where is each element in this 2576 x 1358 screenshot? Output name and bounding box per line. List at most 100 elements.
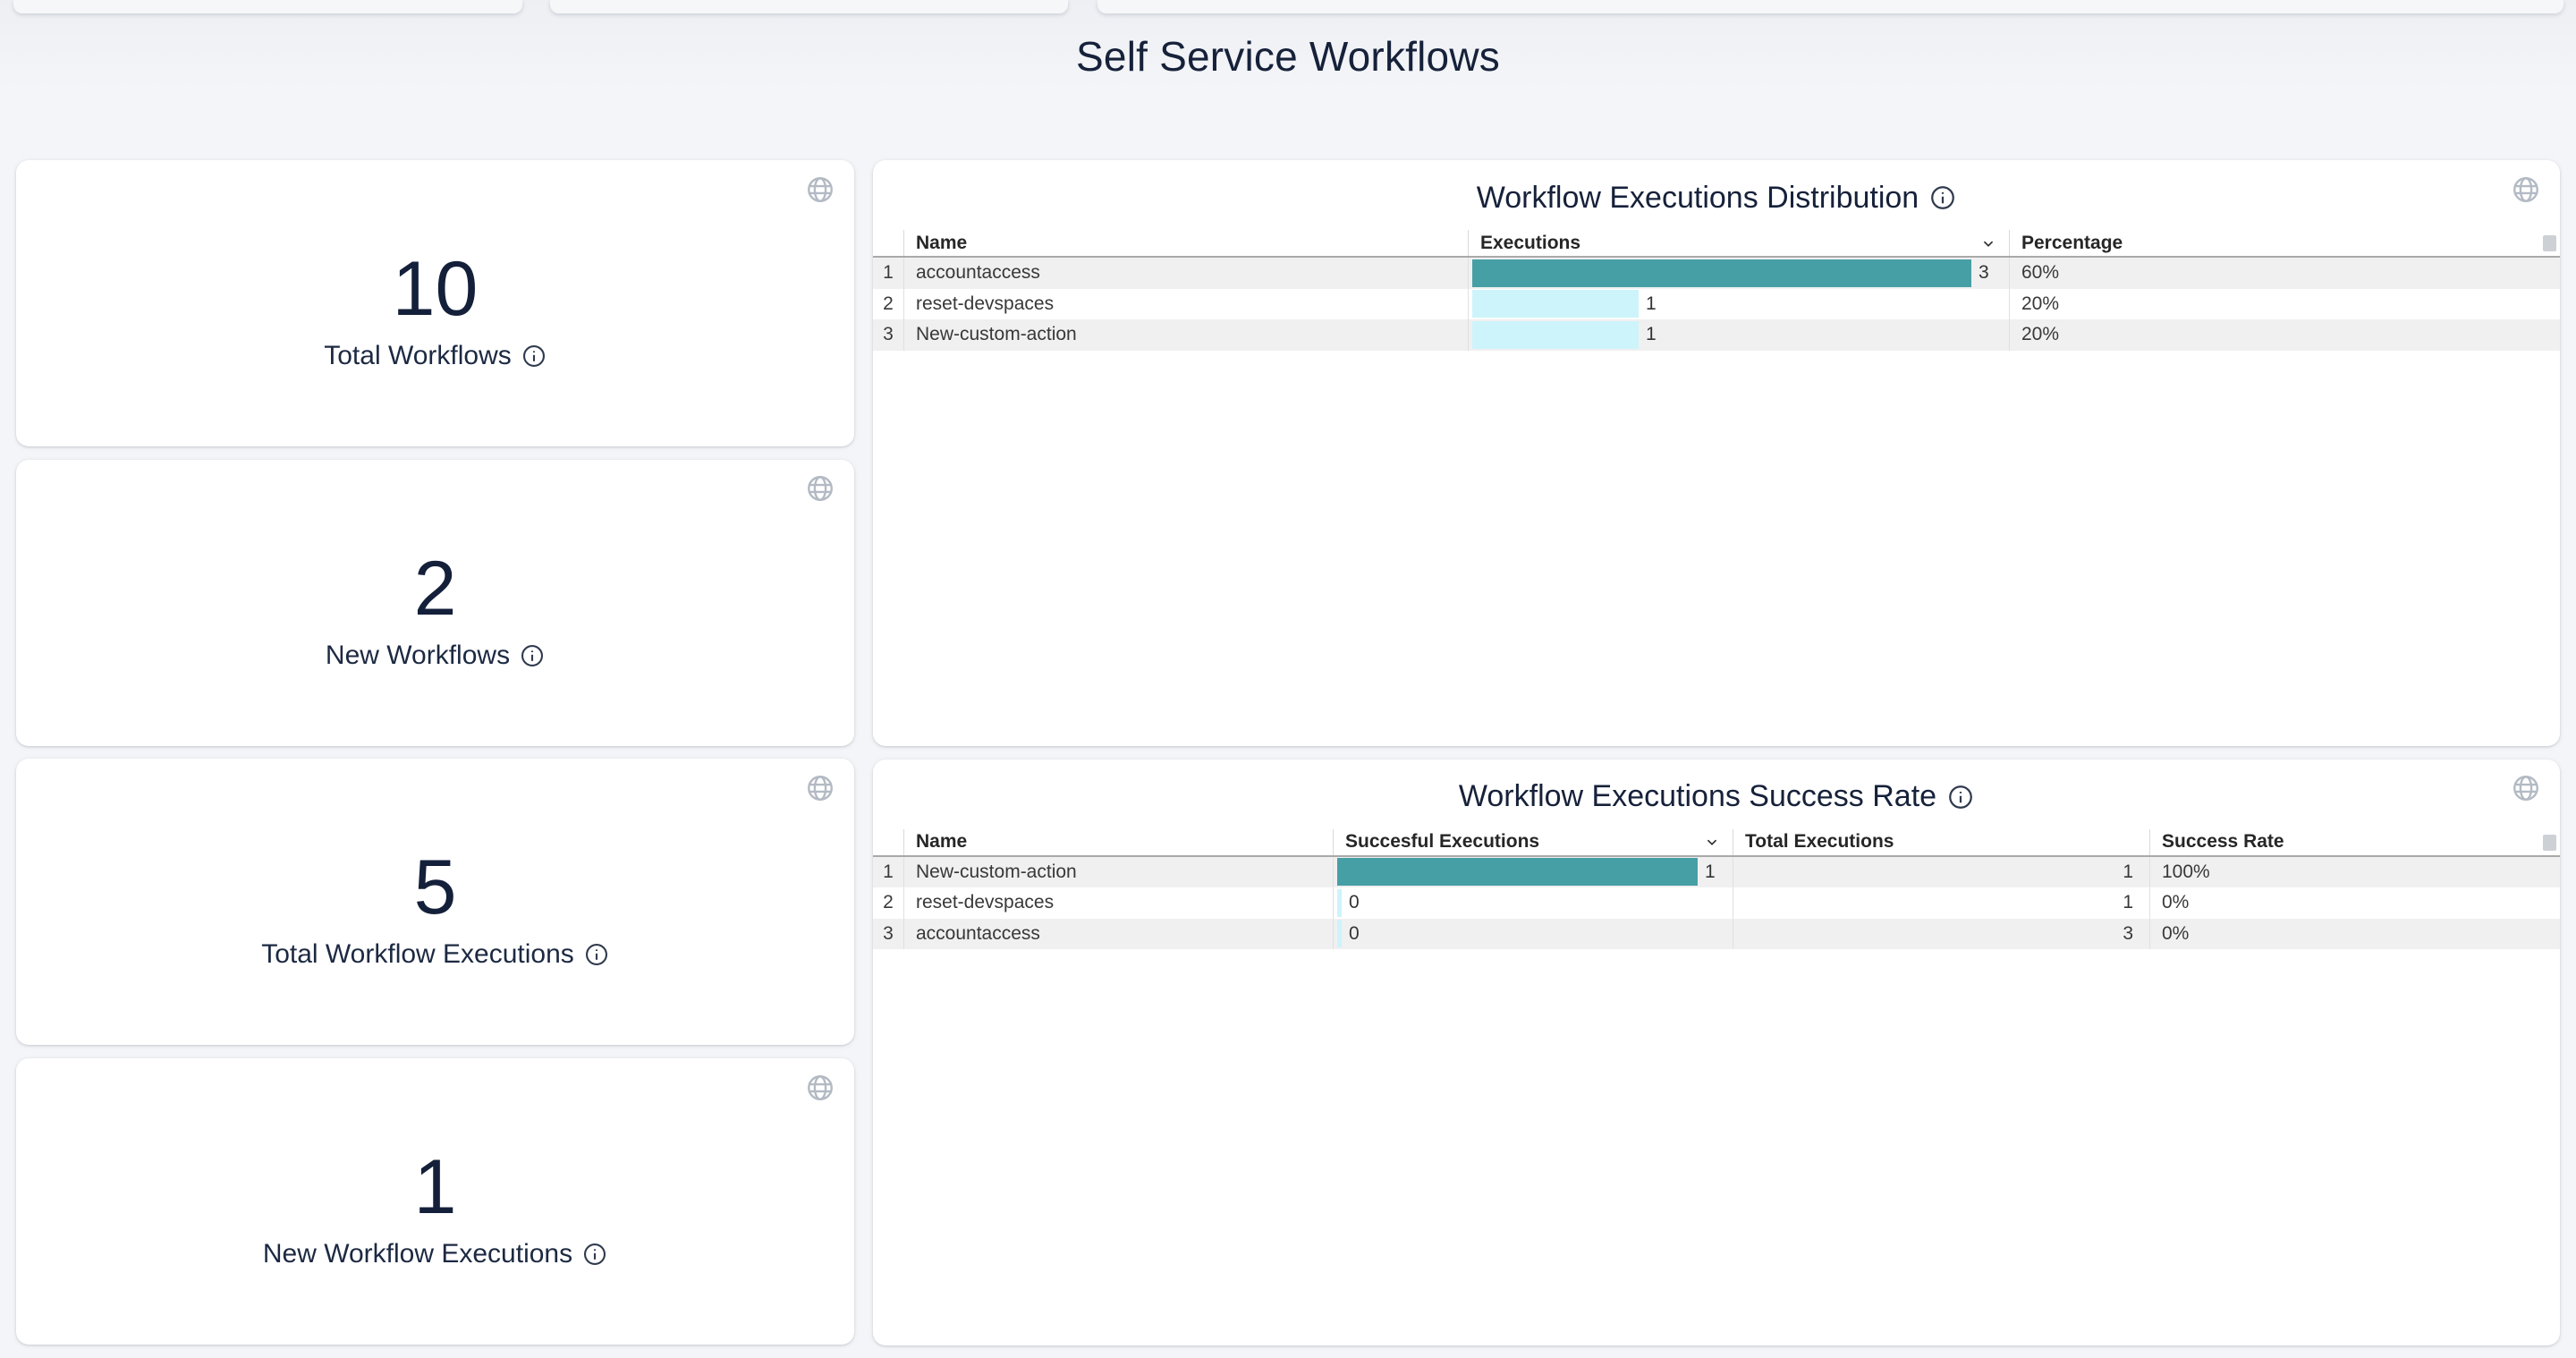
panel-executions-distribution: Workflow Executions Distribution Name Ex… [873, 160, 2560, 746]
success-rate-value: 0% [2149, 918, 2560, 950]
column-header-name[interactable]: Name [903, 828, 1333, 855]
successful-executions-value: 1 [1705, 861, 1716, 882]
globe-icon [805, 473, 835, 506]
workflow-name: accountaccess [903, 918, 1333, 950]
successful-executions-bar [1337, 920, 1342, 948]
globe-icon [2511, 773, 2541, 806]
execution-value: 1 [1646, 324, 1657, 345]
column-header-label: Succesful Executions [1345, 831, 1540, 853]
executions-bar-cell: 1 [1468, 319, 2009, 351]
column-header-name[interactable]: Name [903, 230, 1468, 256]
success-rate-table: Name Succesful Executions Total Executio… [873, 828, 2560, 950]
total-executions-value: 1 [1733, 887, 2149, 919]
total-executions-value: 3 [1733, 918, 2149, 950]
card-new-workflows: 2 New Workflows [16, 459, 854, 746]
card-total-workflow-executions: 5 Total Workflow Executions [16, 759, 854, 1046]
stat-label: Total Workflow Executions [261, 939, 574, 970]
executions-bar-cell: 3 [1468, 258, 2009, 289]
execution-bar [1472, 259, 1971, 287]
row-number: 1 [883, 262, 894, 284]
column-header-successful-executions[interactable]: Succesful Executions [1333, 828, 1733, 855]
info-icon[interactable] [584, 942, 609, 967]
column-header-success-rate[interactable]: Success Rate [2149, 828, 2560, 855]
success-rate-value: 100% [2149, 856, 2560, 888]
successful-executions-value: 0 [1349, 922, 1360, 944]
row-number: 2 [883, 892, 894, 913]
panel-title: Workflow Executions Distribution [1476, 180, 1919, 215]
total-executions-value: 1 [1733, 856, 2149, 888]
table-scrollbar-thumb[interactable] [2543, 834, 2556, 851]
table-header-row: Name Succesful Executions Total Executio… [873, 828, 2560, 857]
successful-executions-bar-cell: 0 [1333, 918, 1733, 950]
execution-bar [1472, 290, 1639, 318]
cutoff-card-top-2 [550, 0, 1068, 13]
successful-executions-value: 0 [1349, 892, 1360, 913]
stat-value: 2 [413, 545, 457, 632]
info-icon[interactable] [582, 1242, 607, 1267]
stat-value: 10 [392, 246, 479, 332]
panel-executions-success-rate: Workflow Executions Success Rate Name Su… [873, 759, 2560, 1345]
panel-column: Workflow Executions Distribution Name Ex… [873, 160, 2560, 1345]
stat-label: Total Workflows [324, 341, 512, 370]
row-number: 3 [883, 324, 894, 345]
row-number: 3 [883, 922, 894, 944]
column-header-percentage[interactable]: Percentage [2009, 230, 2560, 256]
stat-value: 1 [413, 1144, 457, 1231]
stat-label: New Workflow Executions [262, 1239, 573, 1269]
table-row: 1 accountaccess 3 60% [873, 258, 2560, 289]
globe-button[interactable] [804, 474, 836, 506]
info-icon[interactable] [1929, 184, 1956, 211]
cutoff-card-top-3 [1097, 0, 2563, 13]
page-title: Self Service Workflows [1076, 33, 1500, 80]
percentage-value: 20% [2009, 319, 2560, 351]
table-header-row: Name Executions Percentage [873, 230, 2560, 258]
globe-button[interactable] [2510, 774, 2542, 806]
workflow-name: reset-devspaces [903, 887, 1333, 919]
globe-button[interactable] [804, 1073, 836, 1105]
percentage-value: 60% [2009, 258, 2560, 289]
table-row: 2 reset-devspaces 1 20% [873, 288, 2560, 319]
workflow-name: accountaccess [903, 258, 1468, 289]
panel-title: Workflow Executions Success Rate [1458, 779, 1937, 814]
successful-executions-bar-cell: 0 [1333, 887, 1733, 919]
executions-bar-cell: 1 [1468, 288, 2009, 319]
globe-button[interactable] [804, 174, 836, 207]
cutoff-card-top-1 [13, 0, 522, 13]
workflow-name: reset-devspaces [903, 288, 1468, 319]
row-number-header [873, 829, 903, 855]
chevron-down-icon[interactable] [1702, 832, 1722, 852]
chevron-down-icon[interactable] [1979, 233, 1998, 253]
info-icon[interactable] [520, 643, 545, 668]
execution-value: 1 [1646, 293, 1657, 314]
distribution-table: Name Executions Percentage 1 accountacce… [873, 230, 2560, 351]
table-row: 1 New-custom-action 1 1 100% [873, 856, 2560, 888]
stat-label: New Workflows [325, 640, 511, 670]
globe-icon [805, 174, 835, 208]
card-total-workflows: 10 Total Workflows [16, 160, 854, 446]
successful-executions-bar-cell: 1 [1333, 856, 1733, 888]
column-header-executions[interactable]: Executions [1468, 230, 2009, 256]
globe-icon [805, 773, 835, 806]
column-header-label: Executions [1480, 232, 1581, 253]
execution-value: 3 [1979, 262, 1989, 284]
success-rate-value: 0% [2149, 887, 2560, 919]
workflow-name: New-custom-action [903, 319, 1468, 351]
stat-value: 5 [413, 845, 457, 931]
globe-icon [2511, 174, 2541, 208]
info-icon[interactable] [1947, 784, 1974, 811]
info-icon[interactable] [521, 344, 547, 369]
globe-button[interactable] [2510, 174, 2542, 207]
table-scrollbar-thumb[interactable] [2543, 235, 2556, 251]
row-number-header [873, 230, 903, 256]
column-header-total-executions[interactable]: Total Executions [1733, 828, 2149, 855]
table-row: 2 reset-devspaces 0 1 0% [873, 887, 2560, 919]
successful-executions-bar [1337, 888, 1342, 917]
successful-executions-bar [1337, 858, 1698, 887]
table-row: 3 accountaccess 0 3 0% [873, 918, 2560, 950]
globe-button[interactable] [804, 773, 836, 805]
percentage-value: 20% [2009, 288, 2560, 319]
table-row: 3 New-custom-action 1 20% [873, 319, 2560, 351]
row-number: 2 [883, 293, 894, 314]
stat-card-column: 10 Total Workflows 2 New Workflows 5 Tot… [16, 160, 854, 1345]
globe-icon [805, 1073, 835, 1106]
